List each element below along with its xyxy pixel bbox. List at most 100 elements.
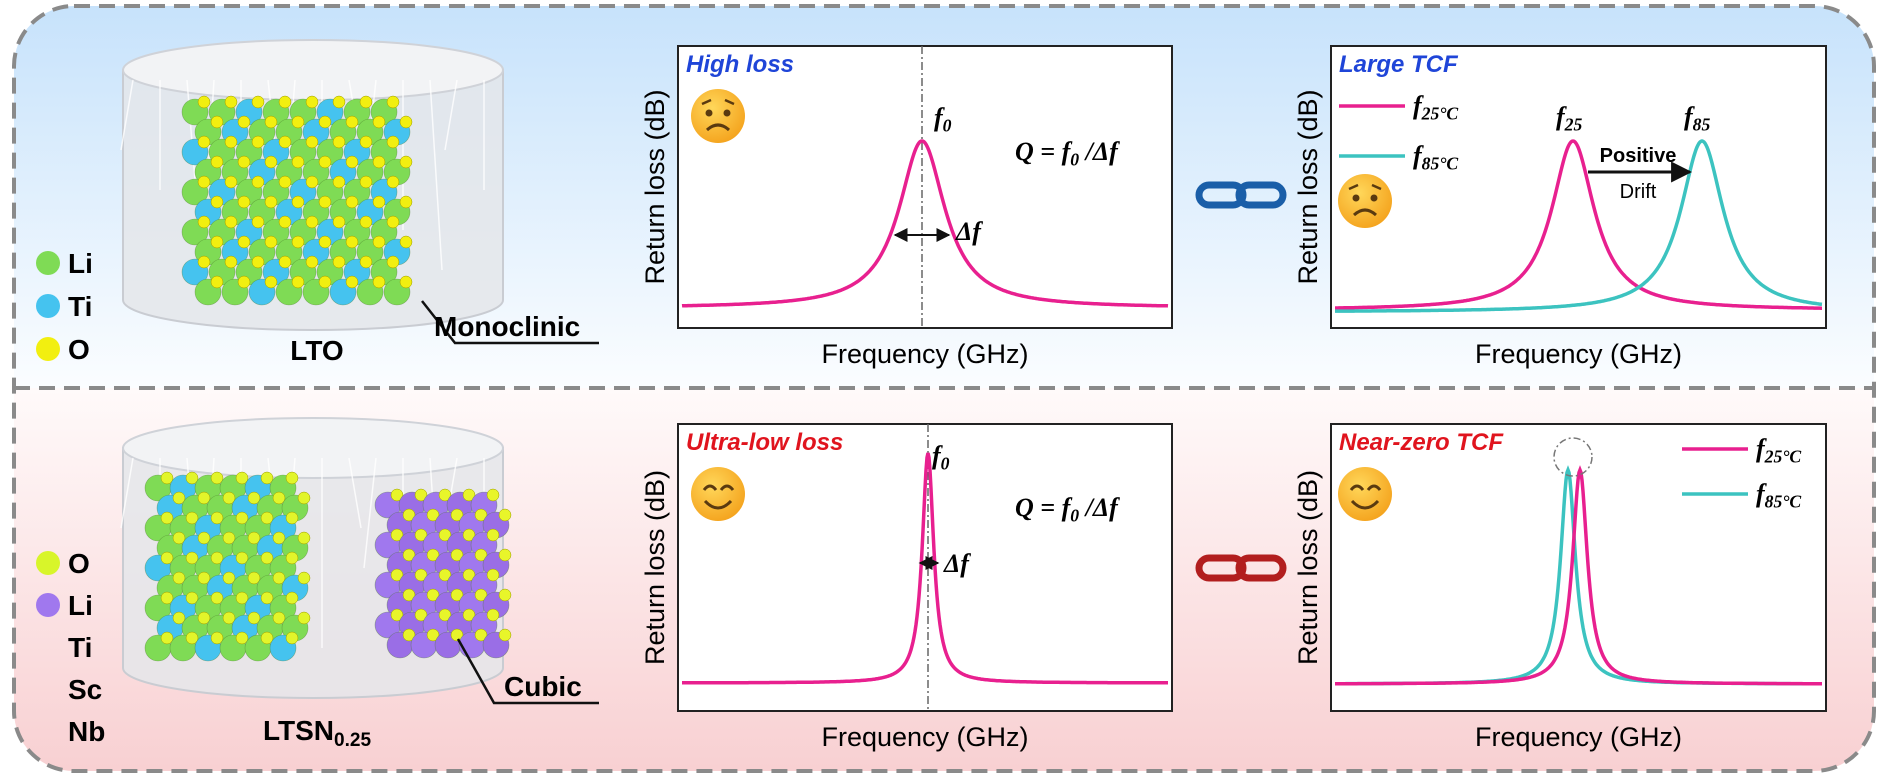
width-label: Δf	[955, 217, 983, 246]
legend-swatch	[36, 251, 60, 275]
peak-label: f0	[932, 441, 950, 474]
emoji-eye	[702, 484, 735, 491]
atom-small	[172, 611, 186, 625]
text-main: Q = f	[1015, 493, 1073, 522]
atom-small	[224, 175, 238, 189]
atom-small	[386, 135, 400, 149]
text-sub: 25°C	[1764, 447, 1802, 467]
emoji-face	[691, 89, 745, 143]
atom-small	[305, 175, 319, 189]
atom-small	[264, 275, 278, 289]
atom-small	[332, 255, 346, 269]
atom-small	[462, 488, 476, 502]
atom-small	[222, 571, 236, 585]
atom-small	[474, 508, 488, 522]
atom-small	[264, 155, 278, 169]
atom-small	[235, 591, 249, 605]
legend-label: Sc	[68, 674, 102, 705]
atom-small	[222, 531, 236, 545]
emoji-face	[1338, 174, 1392, 228]
atom-small	[285, 631, 299, 645]
atom-small	[260, 471, 274, 485]
atom-small	[414, 528, 428, 542]
text-sub: 85°C	[1765, 492, 1802, 512]
chart-tag: High loss	[686, 51, 794, 78]
atom-small	[251, 175, 265, 189]
chart-tag: Near-zero TCF	[1339, 429, 1504, 456]
chain-link	[1235, 181, 1287, 209]
text-main: Q = f	[1015, 137, 1073, 166]
atom-small	[305, 255, 319, 269]
emoji-face	[1338, 467, 1392, 521]
leader-line	[421, 300, 599, 345]
atom-small	[486, 608, 500, 622]
x-axis-label: Frequency (GHz)	[1475, 339, 1682, 369]
atom-small	[318, 115, 332, 129]
atom-small	[345, 275, 359, 289]
atom-small	[210, 551, 224, 565]
plot-frame	[1330, 45, 1827, 329]
atom-small	[251, 215, 265, 229]
emoji-eye	[1352, 194, 1360, 202]
emoji-eye	[1370, 194, 1378, 202]
atom-small	[210, 631, 224, 645]
legend-label: Ti	[68, 291, 92, 322]
atom-small	[260, 551, 274, 565]
atom-small	[197, 255, 211, 269]
atom-small	[197, 135, 211, 149]
atom-small	[272, 611, 286, 625]
atom-small	[359, 215, 373, 229]
atom-small	[185, 471, 199, 485]
atom-small	[224, 135, 238, 149]
atom-small	[260, 631, 274, 645]
atom-small	[390, 528, 404, 542]
atom-small	[278, 135, 292, 149]
atom-small	[297, 571, 311, 585]
atom-small	[247, 571, 261, 585]
atom-small	[498, 628, 512, 642]
atom-small	[332, 95, 346, 109]
atom-small	[278, 95, 292, 109]
plot-frame	[1330, 423, 1827, 712]
atom-small	[260, 591, 274, 605]
emoji-mouth	[703, 499, 733, 510]
text-tail: /Δf	[1079, 493, 1120, 522]
atom-small	[332, 175, 346, 189]
emoji-mouth	[705, 123, 731, 132]
atom-small	[390, 568, 404, 582]
atom-small	[372, 195, 386, 209]
emoji-eye	[705, 109, 713, 117]
atom-small	[224, 215, 238, 229]
atom-small	[386, 255, 400, 269]
atom-small	[414, 488, 428, 502]
atom-small	[297, 491, 311, 505]
atom-small	[399, 275, 413, 289]
atom-small	[426, 628, 440, 642]
atom-small	[235, 551, 249, 565]
atom-small	[359, 255, 373, 269]
text-main: f	[1756, 434, 1767, 463]
atom-small	[372, 115, 386, 129]
legend-label: Li	[68, 590, 93, 621]
atom-small	[224, 255, 238, 269]
grain-line	[348, 457, 362, 529]
atom-small	[210, 115, 224, 129]
atom-small	[305, 215, 319, 229]
emoji-mouth	[1352, 208, 1378, 217]
atom-small	[291, 195, 305, 209]
atom-small	[399, 115, 413, 129]
atom-small	[197, 491, 211, 505]
atom-small	[438, 488, 452, 502]
y-axis-label: Return loss (dB)	[640, 470, 670, 665]
leader-line	[456, 638, 599, 705]
text-sub: 85	[1693, 115, 1711, 135]
atom-small	[399, 155, 413, 169]
chart-tag: Ultra-low loss	[686, 429, 843, 456]
structure-label: Cubic	[504, 671, 582, 702]
text-sub: 85°C	[1422, 154, 1459, 174]
text-main: f	[1684, 102, 1695, 131]
atom-small	[160, 471, 174, 485]
text-main: f	[932, 441, 943, 470]
atom-small	[426, 588, 440, 602]
atom-small	[251, 135, 265, 149]
